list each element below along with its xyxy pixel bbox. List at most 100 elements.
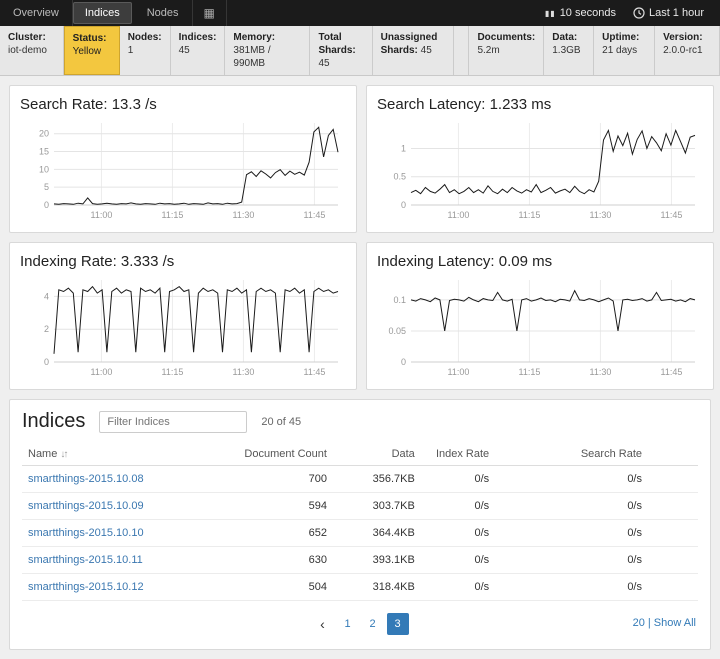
time-range-control[interactable]: Last 1 hour [627, 7, 710, 19]
indexing-latency-chart: 11:00 11:15 11:30 11:45 0 0.05 0.1 [388, 280, 696, 377]
data-cell: 356.7KB [332, 465, 421, 493]
indexing-rate-title: Indexing Rate: 3.333 /s [20, 253, 175, 270]
svg-text:20: 20 [39, 129, 49, 139]
svg-text:10: 10 [39, 164, 49, 174]
svg-text:4: 4 [44, 291, 49, 301]
index-link[interactable]: smartthings-2015.10.09 [28, 500, 144, 512]
svg-text:0.1: 0.1 [393, 295, 406, 305]
indices-title: Indices [22, 410, 86, 432]
clock-icon [633, 7, 645, 19]
svg-text:11:00: 11:00 [90, 367, 112, 377]
document-count-cell: 594 [238, 492, 333, 520]
col-document-count[interactable]: Document Count [238, 443, 333, 466]
charts-grid: Search Rate: 13.3 /s 11:00 11:15 11:30 11:4… [0, 76, 720, 399]
svg-text:11:30: 11:30 [232, 367, 254, 377]
col-name[interactable]: Name ↓↑ [22, 443, 239, 466]
uptime-cell: Uptime: 21 days [594, 26, 656, 75]
document-count-cell: 652 [238, 519, 333, 547]
search-rate-cell: 0/s [495, 519, 698, 547]
indexing-latency-title: Indexing Latency: 0.09 ms [377, 253, 553, 270]
prev-page-button[interactable]: ‹ [312, 613, 334, 635]
total-shards-cell: Total Shards: 45 [310, 26, 373, 75]
search-rate-panel: Search Rate: 13.3 /s 11:00 11:15 11:30 11:4… [9, 85, 357, 233]
indices-count-label: 20 of 45 [261, 415, 302, 428]
refresh-interval-control[interactable]: ▮▮ 10 seconds [539, 7, 622, 19]
table-row: smartthings-2015.10.10 652 364.4KB 0/s 0… [22, 519, 698, 547]
search-latency-panel: Search Latency: 1.233 ms 11:00 11:15 11:30… [366, 85, 714, 233]
search-rate-title: Search Rate: 13.3 /s [20, 96, 157, 113]
apps-grid-icon[interactable]: ▦ [193, 0, 227, 26]
svg-text:11:45: 11:45 [303, 367, 325, 377]
svg-text:11:30: 11:30 [232, 210, 254, 220]
indices-header: Indices 20 of 45 [22, 410, 698, 433]
index-rate-cell: 0/s [420, 492, 496, 520]
page-2-button[interactable]: 2 [362, 613, 384, 635]
data-cell: 303.7KB [332, 492, 421, 520]
svg-text:0.05: 0.05 [388, 326, 406, 336]
svg-text:2: 2 [44, 324, 49, 334]
pagination-row: ‹ 1 2 3 20 | Show All [22, 613, 698, 637]
document-count-cell: 504 [238, 573, 333, 601]
unassigned-shards-cell: Unassigned Shards: 45 [373, 26, 455, 75]
filter-indices-input[interactable] [99, 410, 248, 433]
refresh-interval-label: 10 seconds [559, 7, 616, 19]
memory-cell: Memory: 381MB / 990MB [225, 26, 311, 75]
svg-text:0: 0 [401, 200, 406, 210]
svg-text:11:45: 11:45 [660, 210, 682, 220]
page-1-button[interactable]: 1 [337, 613, 359, 635]
svg-text:1: 1 [401, 143, 406, 153]
search-rate-chart: 11:00 11:15 11:30 11:45 0 5 10 15 20 [39, 123, 339, 220]
index-rate-cell: 0/s [420, 519, 496, 547]
time-range-label: Last 1 hour [648, 7, 704, 19]
search-latency-title: Search Latency: 1.233 ms [377, 96, 552, 113]
indices-count-cell: Indices: 45 [171, 26, 226, 75]
pause-icon: ▮▮ [544, 8, 556, 18]
tab-overview[interactable]: Overview [0, 0, 73, 26]
col-data[interactable]: Data [332, 443, 421, 466]
svg-text:0: 0 [44, 200, 49, 210]
tab-indices[interactable]: Indices [72, 2, 132, 24]
search-rate-cell: 0/s [495, 492, 698, 520]
table-header-row: Name ↓↑ Document Count Data Index Rate S… [22, 443, 698, 466]
svg-text:11:00: 11:00 [447, 210, 469, 220]
table-row: smartthings-2015.10.12 504 318.4KB 0/s 0… [22, 573, 698, 601]
svg-text:0: 0 [44, 357, 49, 367]
status-badge: Status: Yellow [63, 26, 120, 75]
svg-text:15: 15 [39, 147, 49, 157]
indexing-rate-chart: 11:00 11:15 11:30 11:45 0 2 4 [44, 280, 339, 377]
svg-text:11:15: 11:15 [161, 367, 183, 377]
tab-nodes[interactable]: Nodes [134, 0, 193, 26]
svg-text:11:00: 11:00 [90, 210, 112, 220]
svg-text:11:45: 11:45 [303, 210, 325, 220]
svg-text:5: 5 [44, 182, 49, 192]
svg-text:0: 0 [401, 357, 406, 367]
index-link[interactable]: smartthings-2015.10.10 [28, 527, 144, 539]
indices-panel: Indices 20 of 45 Name ↓↑ Document Count … [9, 399, 711, 650]
col-search-rate[interactable]: Search Rate [495, 443, 698, 466]
svg-text:11:30: 11:30 [589, 367, 611, 377]
svg-text:11:45: 11:45 [660, 367, 682, 377]
version-cell: Version: 2.0.0-rc1 [655, 26, 720, 75]
svg-text:11:15: 11:15 [518, 367, 540, 377]
col-index-rate[interactable]: Index Rate [420, 443, 496, 466]
search-rate-cell: 0/s [495, 465, 698, 493]
document-count-cell: 630 [238, 546, 333, 574]
documents-cell: Documents: 5.2m [468, 26, 545, 75]
search-rate-cell: 0/s [495, 546, 698, 574]
data-size-cell: Data: 1.3GB [544, 26, 595, 75]
index-link[interactable]: smartthings-2015.10.12 [28, 581, 144, 593]
indices-table: Name ↓↑ Document Count Data Index Rate S… [22, 443, 698, 601]
indexing-rate-panel: Indexing Rate: 3.333 /s 11:00 11:15 11:30 1… [9, 242, 357, 390]
data-cell: 393.1KB [332, 546, 421, 574]
table-row: smartthings-2015.10.09 594 303.7KB 0/s 0… [22, 492, 698, 520]
index-rate-cell: 0/s [420, 573, 496, 601]
search-latency-chart: 11:00 11:15 11:30 11:45 0 0.5 1 [393, 123, 696, 220]
show-all-link[interactable]: 20 | Show All [632, 617, 696, 629]
index-link[interactable]: smartthings-2015.10.11 [28, 554, 143, 566]
index-link[interactable]: smartthings-2015.10.08 [28, 473, 144, 485]
svg-text:0.5: 0.5 [393, 172, 406, 182]
indexing-latency-panel: Indexing Latency: 0.09 ms 11:00 11:15 11:3… [366, 242, 714, 390]
page-3-button[interactable]: 3 [386, 613, 409, 635]
table-row: smartthings-2015.10.08 700 356.7KB 0/s 0… [22, 465, 698, 493]
data-cell: 364.4KB [332, 519, 421, 547]
